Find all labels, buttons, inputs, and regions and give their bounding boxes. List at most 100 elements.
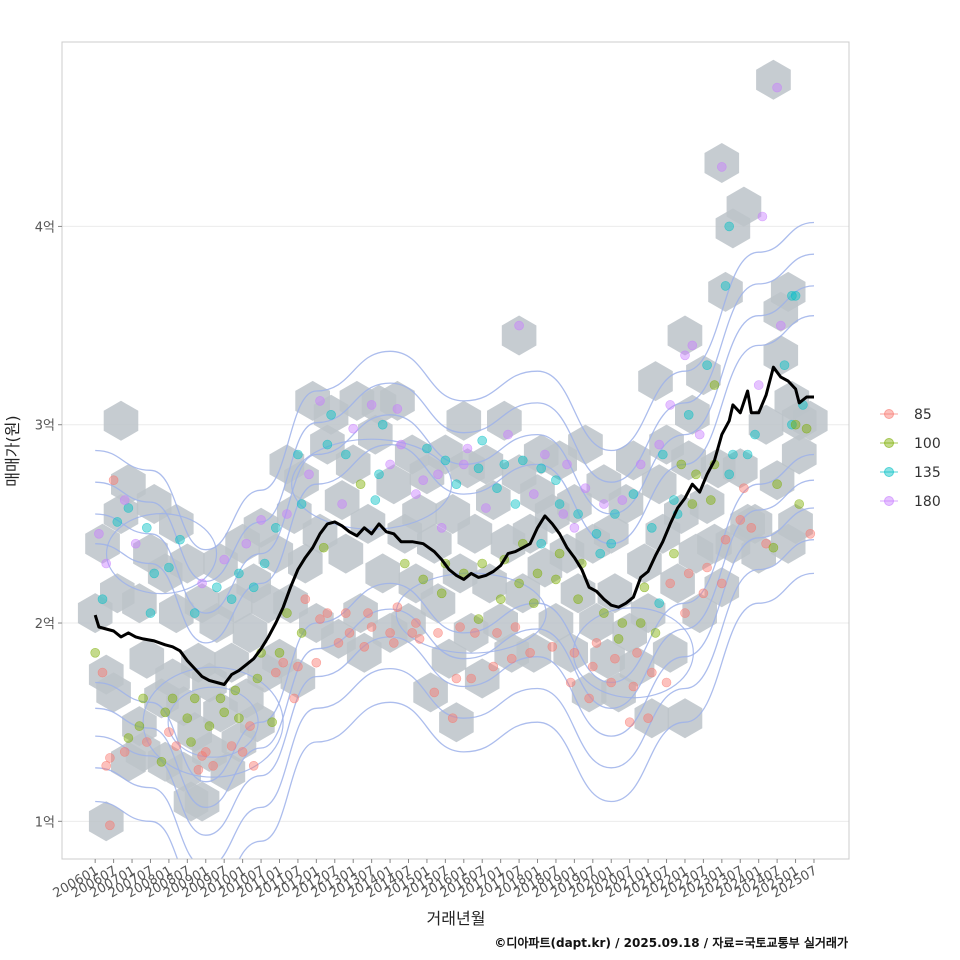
hex-bin <box>630 593 666 634</box>
transaction-point <box>499 459 510 470</box>
hexbin-layer <box>77 59 828 842</box>
transaction-point <box>385 628 395 638</box>
transaction-point <box>226 741 237 751</box>
transaction-point <box>355 479 366 490</box>
hex-bin <box>88 801 124 842</box>
transaction-point <box>705 495 716 505</box>
transaction-point <box>256 515 266 525</box>
transaction-point <box>182 713 193 724</box>
transaction-point <box>270 667 281 678</box>
transaction-point <box>669 495 679 505</box>
transaction-point <box>311 657 322 668</box>
y-tick-label: 3억 <box>35 419 55 434</box>
transaction-point <box>643 713 653 724</box>
transaction-point <box>315 396 325 406</box>
transaction-point <box>326 409 336 420</box>
density-contour <box>95 539 815 859</box>
transaction-point <box>436 522 447 533</box>
hex-bin <box>232 612 268 653</box>
hex-bin <box>184 781 220 822</box>
transaction-point <box>532 568 543 579</box>
transaction-point <box>366 622 377 632</box>
transaction-point <box>189 608 200 618</box>
transaction-point <box>348 423 359 434</box>
transaction-point <box>635 618 646 628</box>
transaction-point <box>473 614 484 624</box>
transaction-point <box>702 360 712 371</box>
transaction-point <box>569 522 580 533</box>
hex-bin <box>748 404 784 445</box>
hex-bin <box>446 400 482 441</box>
hex-bin <box>638 361 673 402</box>
transaction-point <box>595 548 606 559</box>
transaction-point <box>492 483 502 494</box>
transaction-point <box>661 677 672 688</box>
hex-bin <box>627 543 662 584</box>
transaction-point <box>569 647 580 658</box>
transaction-point <box>768 542 779 553</box>
transaction-point <box>123 733 134 743</box>
transaction-point <box>654 598 665 609</box>
transaction-point <box>433 469 443 480</box>
transaction-point <box>558 509 569 519</box>
transaction-point <box>665 578 676 589</box>
transaction-point <box>646 522 657 533</box>
transaction-point <box>458 459 469 470</box>
median-price-line <box>93 365 814 686</box>
transaction-point <box>318 542 329 553</box>
transaction-point <box>683 568 694 579</box>
density-contour-ring <box>572 607 694 699</box>
y-axis-title: 매매가(원) <box>3 415 22 486</box>
transaction-point <box>599 608 609 618</box>
transaction-point <box>208 760 218 771</box>
transaction-point <box>466 673 477 684</box>
transaction-point <box>193 764 204 775</box>
transaction-point <box>296 499 307 509</box>
hex-bin <box>483 603 518 643</box>
hex-bin <box>431 638 467 679</box>
hex-bin <box>616 440 651 481</box>
transaction-point <box>709 380 720 390</box>
legend-label: 85 <box>914 407 932 423</box>
hex-bin <box>538 603 574 643</box>
transaction-point <box>101 558 111 569</box>
transaction-point <box>237 747 248 757</box>
transaction-point <box>510 499 521 509</box>
y-tick-label: 1억 <box>35 815 55 830</box>
transaction-point <box>396 439 406 450</box>
hex-bin <box>210 751 246 792</box>
transaction-point <box>657 449 668 460</box>
transaction-point <box>252 673 263 684</box>
transaction-point <box>333 638 344 648</box>
transaction-point <box>462 443 473 454</box>
transaction-point <box>587 661 598 672</box>
transaction-point <box>757 211 768 222</box>
density-contour <box>95 221 815 551</box>
transaction-point <box>212 582 222 593</box>
transaction-point <box>772 479 782 490</box>
panel-border <box>61 41 850 860</box>
transaction-point <box>599 499 609 509</box>
transaction-point <box>204 721 215 731</box>
x-axis: 2006012006072007012007072008012008072009… <box>51 859 820 901</box>
transaction-point <box>528 598 539 609</box>
transaction-point <box>761 538 771 549</box>
transaction-point <box>573 594 583 605</box>
transaction-point <box>270 522 281 533</box>
transaction-point <box>528 489 539 499</box>
transaction-point <box>138 693 148 704</box>
legend-label: 180 <box>914 494 941 510</box>
transaction-point <box>779 360 790 371</box>
transaction-point <box>646 667 657 678</box>
transaction-point <box>591 528 602 539</box>
transaction-points <box>90 82 816 831</box>
transaction-point <box>547 641 558 652</box>
transaction-point <box>746 522 757 533</box>
transaction-point <box>304 469 314 480</box>
transaction-point <box>164 562 174 573</box>
density-contour <box>95 453 815 783</box>
transaction-point <box>248 760 259 771</box>
y-tick-label: 2억 <box>35 617 55 632</box>
hex-bin <box>770 271 806 312</box>
transaction-point <box>90 647 100 658</box>
